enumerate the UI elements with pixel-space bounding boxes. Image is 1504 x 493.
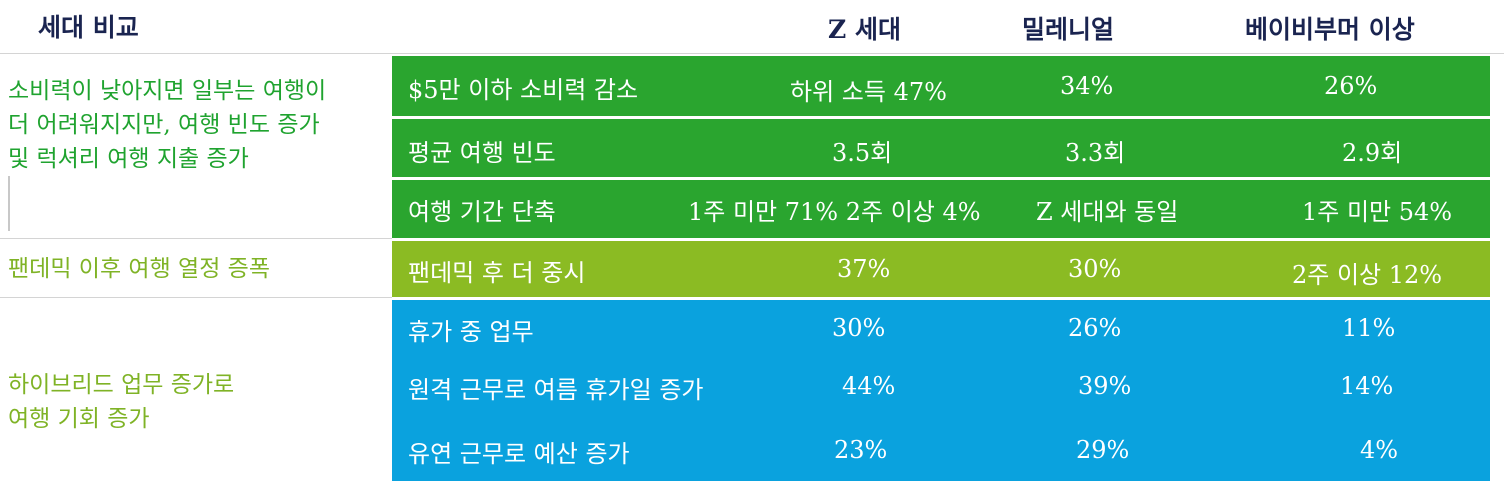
table-row: 평균 여행 빈도 3.5회 3.3회 2.9회 — [392, 119, 1490, 177]
millennial-value: 26% — [1068, 314, 1122, 342]
metric-label: 원격 근무로 여름 휴가일 증가 — [408, 376, 704, 404]
millennial-value: 39% — [1078, 372, 1132, 400]
boomer-value: 14% — [1340, 372, 1394, 400]
boomer-value: 11% — [1342, 314, 1396, 342]
metric-label: 휴가 중 업무 — [408, 318, 534, 346]
table-row: 휴가 중 업무 30% 26% 11% — [392, 300, 1490, 358]
gen-z-value: 1주 미만 71% 2주 이상 4% — [688, 198, 981, 226]
group-label-line: 팬데믹 이후 여행 열정 증폭 — [8, 256, 271, 282]
group-divider — [0, 238, 392, 239]
millennial-value: 29% — [1076, 436, 1130, 464]
column-header-gen-z: Z 세대 — [828, 15, 901, 44]
table-header: 세대 비교 Z 세대 밀레니얼 베이비부머 이상 — [0, 0, 1504, 54]
table-row: $5만 이하 소비력 감소 하위 소득 47% 34% 26% — [392, 56, 1490, 116]
metric-label: 유연 근무로 예산 증가 — [408, 440, 630, 468]
gen-z-value: 44% — [842, 372, 896, 400]
group-label-text: 팬데믹 이후 여행 열정 증폭 — [8, 252, 270, 286]
table-title: 세대 비교 — [38, 13, 139, 42]
millennial-value: Z 세대와 동일 — [1036, 198, 1179, 226]
boomer-value: 1주 미만 54% — [1302, 198, 1453, 226]
gen-z-value: 23% — [834, 436, 888, 464]
boomer-value: 26% — [1324, 72, 1378, 100]
gen-z-value: 30% — [832, 314, 886, 342]
column-header-millennial: 밀레니얼 — [1022, 15, 1115, 44]
boomer-value: 2주 이상 12% — [1292, 261, 1443, 289]
group-label-line: 여행 기회 증가 — [8, 406, 150, 432]
gen-z-value: 하위 소득 47% — [790, 78, 947, 106]
group-label-text: 소비력이 낮아지면 일부는 여행이 더 어려워지지만, 여행 빈도 증가 및 럭… — [8, 74, 326, 176]
gen-z-value: 37% — [837, 255, 891, 283]
group-label-line: 및 럭셔리 여행 지출 증가 — [8, 146, 249, 172]
metric-label: 팬데믹 후 더 중시 — [408, 259, 586, 287]
row-divider — [392, 116, 1490, 119]
table-row: 여행 기간 단축 1주 미만 71% 2주 이상 4% Z 세대와 동일 1주 … — [392, 180, 1490, 238]
gen-z-value: 3.5회 — [832, 139, 893, 167]
band-pandemic: 팬데믹 후 더 중시 37% 30% 2주 이상 12% — [392, 241, 1490, 297]
metric-label: $5만 이하 소비력 감소 — [408, 76, 639, 104]
millennial-value: 34% — [1060, 72, 1114, 100]
group-label-spending: 소비력이 낮아지면 일부는 여행이 더 어려워지지만, 여행 빈도 증가 및 럭… — [0, 56, 392, 238]
boomer-value: 4% — [1360, 436, 1399, 464]
group-divider — [0, 297, 392, 298]
group-label-hybrid: 하이브리드 업무 증가로 여행 기회 증가 — [0, 298, 392, 481]
group-label-line: 더 어려워지지만, 여행 빈도 증가 — [8, 112, 320, 138]
header-divider — [0, 53, 1504, 54]
millennial-value: 30% — [1068, 255, 1122, 283]
column-header-boomer: 베이비부머 이상 — [1245, 15, 1415, 44]
millennial-value: 3.3회 — [1065, 139, 1126, 167]
table-row: 팬데믹 후 더 중시 37% 30% 2주 이상 12% — [392, 241, 1490, 297]
metric-label: 여행 기간 단축 — [408, 198, 556, 226]
boomer-value: 2.9회 — [1342, 139, 1403, 167]
band-spending: $5만 이하 소비력 감소 하위 소득 47% 34% 26% 평균 여행 빈도… — [392, 56, 1490, 238]
group-label-text: 하이브리드 업무 증가로 여행 기회 증가 — [8, 368, 234, 436]
group-label-pandemic: 팬데믹 이후 여행 열정 증폭 — [0, 239, 392, 297]
table-row: 원격 근무로 여름 휴가일 증가 44% 39% 14% — [392, 358, 1490, 420]
group-label-line: 소비력이 낮아지면 일부는 여행이 — [8, 78, 327, 104]
metric-label: 평균 여행 빈도 — [408, 139, 556, 167]
left-edge-mark — [8, 176, 10, 231]
band-hybrid: 휴가 중 업무 30% 26% 11% 원격 근무로 여름 휴가일 증가 44%… — [392, 300, 1490, 481]
row-divider — [392, 177, 1490, 180]
group-label-line: 하이브리드 업무 증가로 — [8, 372, 235, 398]
table-row: 유연 근무로 예산 증가 23% 29% 4% — [392, 420, 1490, 481]
